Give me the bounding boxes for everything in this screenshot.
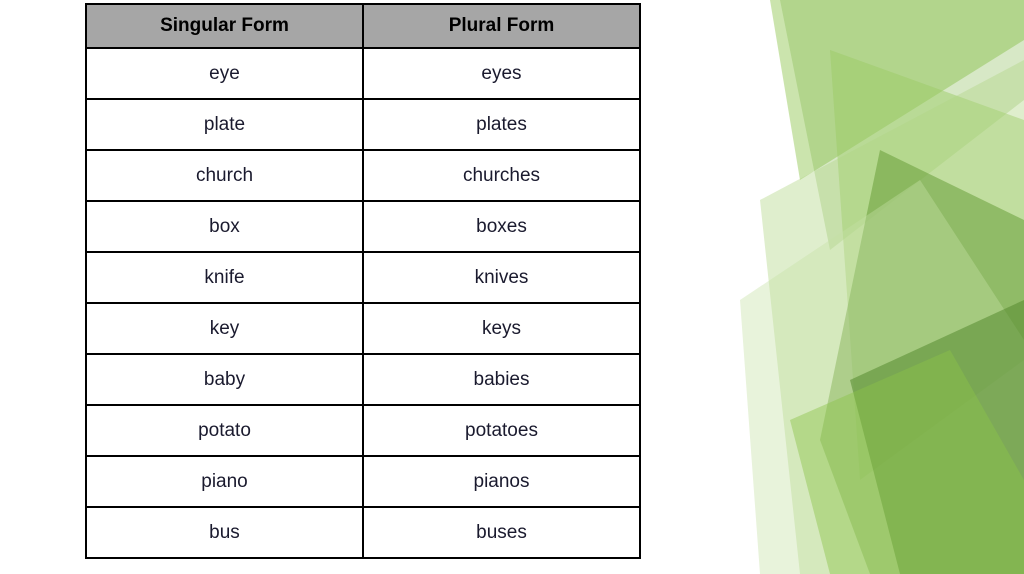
table-row: pianopianos [86, 456, 640, 507]
cell-singular: knife [86, 252, 363, 303]
cell-singular: key [86, 303, 363, 354]
cell-plural: potatoes [363, 405, 640, 456]
table-body: eyeeyesplateplateschurchchurchesboxboxes… [86, 48, 640, 558]
table-row: boxboxes [86, 201, 640, 252]
cell-singular: box [86, 201, 363, 252]
cell-plural: knives [363, 252, 640, 303]
table-row: keykeys [86, 303, 640, 354]
cell-singular: piano [86, 456, 363, 507]
cell-plural: babies [363, 354, 640, 405]
cell-plural: boxes [363, 201, 640, 252]
plural-forms-table: Singular Form Plural Form eyeeyesplatepl… [85, 3, 641, 559]
table-row: babybabies [86, 354, 640, 405]
cell-plural: churches [363, 150, 640, 201]
header-plural: Plural Form [363, 4, 640, 48]
cell-singular: baby [86, 354, 363, 405]
slide-decoration [624, 0, 1024, 574]
table-row: busbuses [86, 507, 640, 558]
cell-plural: keys [363, 303, 640, 354]
cell-singular: church [86, 150, 363, 201]
cell-singular: plate [86, 99, 363, 150]
cell-plural: eyes [363, 48, 640, 99]
table-row: plateplates [86, 99, 640, 150]
table-row: churchchurches [86, 150, 640, 201]
cell-plural: plates [363, 99, 640, 150]
plural-forms-table-container: Singular Form Plural Form eyeeyesplatepl… [85, 3, 641, 559]
table-row: knifeknives [86, 252, 640, 303]
cell-singular: bus [86, 507, 363, 558]
table-header-row: Singular Form Plural Form [86, 4, 640, 48]
header-singular: Singular Form [86, 4, 363, 48]
table-row: eyeeyes [86, 48, 640, 99]
cell-singular: eye [86, 48, 363, 99]
cell-singular: potato [86, 405, 363, 456]
cell-plural: buses [363, 507, 640, 558]
cell-plural: pianos [363, 456, 640, 507]
table-row: potatopotatoes [86, 405, 640, 456]
